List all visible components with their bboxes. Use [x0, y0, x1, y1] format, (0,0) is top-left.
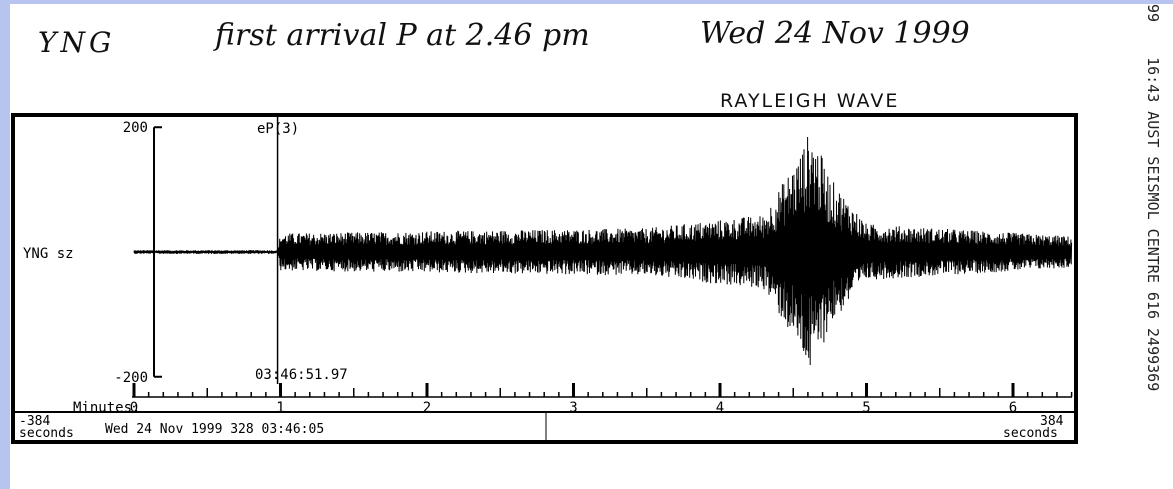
x-tick-label: 3 — [569, 400, 577, 416]
handwritten-date: Wed 24 Nov 1999 — [700, 16, 970, 51]
footer-left-unit: seconds — [19, 426, 74, 441]
footer-date-line: Wed 24 Nov 1999 328 03:46:05 — [105, 422, 325, 437]
x-axis-label: Minutes: — [73, 400, 141, 416]
footer-left-value: -384 — [19, 414, 51, 429]
x-tick-label: 5 — [862, 400, 870, 416]
waveform-trace — [133, 136, 1073, 366]
y-tick-label: -200 — [114, 370, 148, 386]
top-frame-bar — [0, 0, 1173, 4]
handwritten-station: YNG — [38, 26, 116, 59]
footer-right-unit: seconds — [1003, 426, 1058, 441]
x-tick-label: 4 — [716, 400, 724, 416]
footer-right-value: 384 — [1040, 414, 1064, 429]
x-tick-label: 6 — [1009, 400, 1017, 416]
rayleigh-wave-annotation: RAYLEIGH WAVE — [720, 90, 900, 112]
left-frame-bar — [0, 0, 10, 489]
plot-frame — [11, 113, 1078, 444]
pick-time-label: 03:46:51.97 — [255, 367, 348, 383]
channel-label: YNG sz — [23, 246, 74, 262]
y-tick-label: 200 — [123, 120, 148, 136]
pick-label: eP(3) — [257, 121, 300, 137]
handwritten-first-arrival-note: first arrival P at 2.46 pm — [215, 18, 590, 53]
x-tick-label: 0 — [130, 400, 138, 416]
x-tick-label: 2 — [423, 400, 431, 416]
x-tick-label: 1 — [276, 400, 284, 416]
